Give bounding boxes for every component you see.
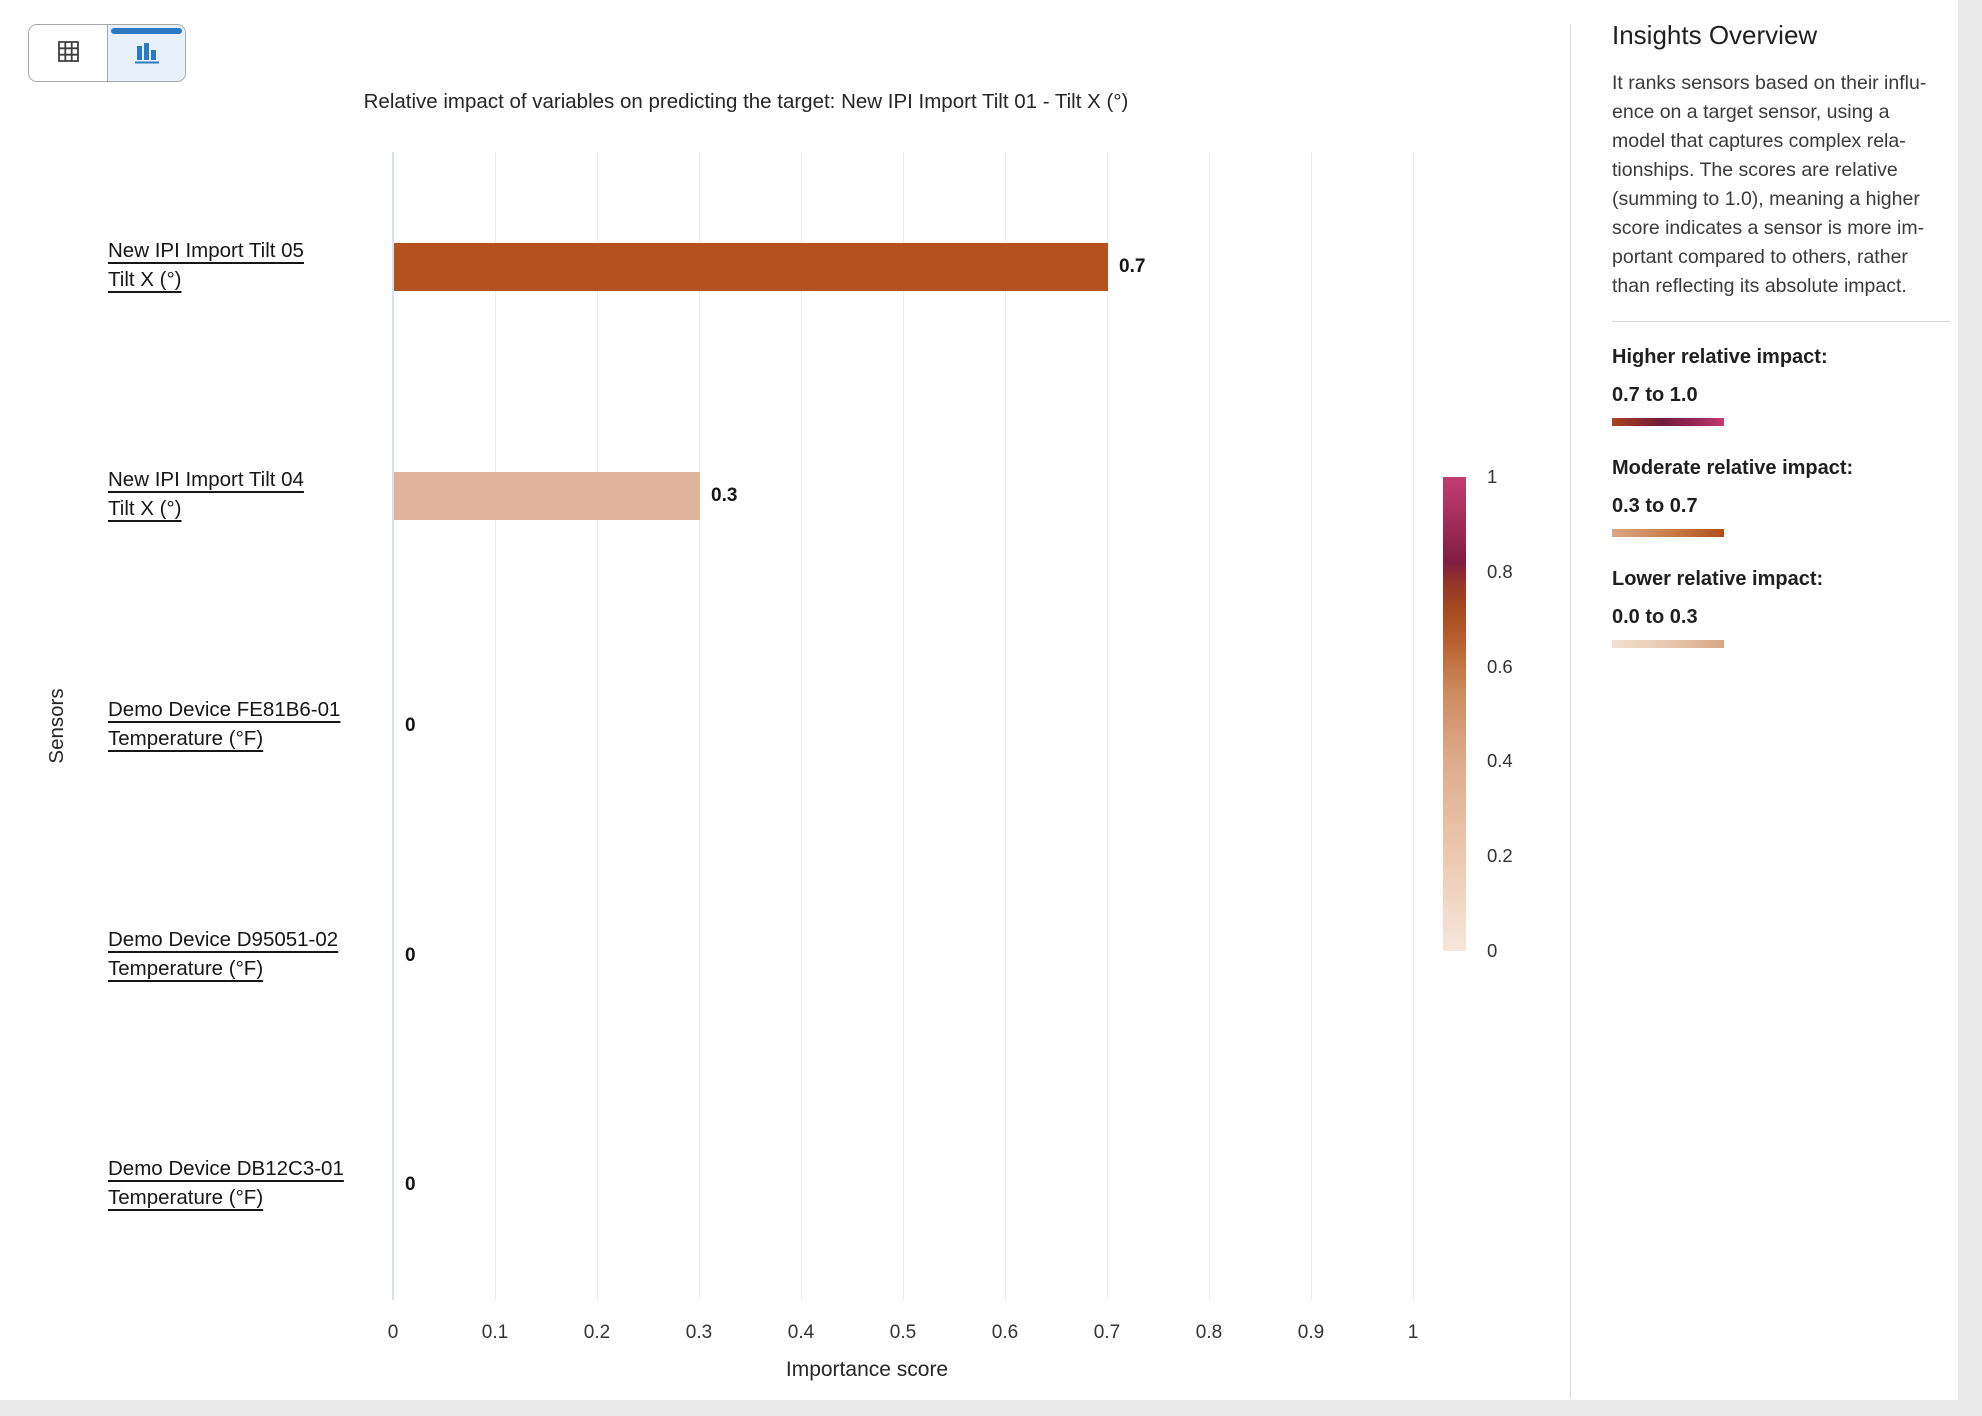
x-tick-label: 0.4 [787,1322,815,1343]
x-axis-title: Importance score [785,1358,949,1381]
gridline [1209,152,1210,1300]
bar[interactable] [394,243,1108,291]
bar[interactable] [394,472,700,520]
x-tick-label: 1 [1407,1322,1419,1343]
sensor-link[interactable]: Demo Device DB12C3-01 Temperature (°F) [108,1154,388,1212]
bar-value-label: 0 [405,715,416,736]
gridline [1311,152,1312,1300]
legend-swatch-higher [1612,418,1724,426]
chart-area: 0 0.1 0.2 0.3 0.4 0.5 0.6 0.7 0.8 0.9 1 New IPI Imp… [108,152,1513,1343]
x-tick-label: 0.5 [889,1322,917,1343]
sensor-link[interactable]: Demo Device FE81B6-01 Temperature (°F) [108,695,388,753]
sensor-link-line2: Tilt X (°) [108,497,182,520]
sensor-link-line2: Temperature (°F) [108,957,264,980]
bar-chart-icon [133,39,161,68]
sensor-link[interactable]: New IPI Import Tilt 05 Tilt X (°) [108,236,388,294]
legend-heading: Moderate relative impact: [1612,457,1854,479]
x-tick-label: 0.9 [1297,1322,1325,1343]
sensor-link-line2: Tilt X (°) [108,268,182,291]
chart-view-button[interactable] [107,25,185,81]
app-panel: Relative impact of variables on predicti… [0,0,1958,1400]
bar-value-label: 0.7 [1119,256,1146,277]
chart-title: Relative impact of variables on predicti… [363,90,1129,113]
colorbar-tick: 0.2 [1487,845,1513,866]
legend-item-higher: Higher relative impact: 0.7 to 1.0 [1612,346,1950,426]
sidebar-description: It ranks sensors based on their influ- e… [1612,72,1927,297]
x-tick-label: 0.8 [1195,1322,1223,1343]
x-tick-label: 0.1 [481,1322,509,1343]
gridline [903,152,904,1300]
x-tick-label: 0.7 [1093,1322,1121,1343]
sensor-link-line1: Demo Device FE81B6-01 [108,698,341,721]
view-toggle-group [28,24,186,82]
legend-range: 0.7 to 1.0 [1612,384,1698,406]
legend-swatch-moderate [1612,529,1724,537]
colorbar-tick: 0.4 [1487,750,1513,771]
y-axis-title: Sensors [45,688,68,764]
bar-value-label: 0.3 [711,485,738,506]
colorbar-tick: 0.6 [1487,656,1513,677]
colorbar-tick: 0.8 [1487,561,1513,582]
sensor-link[interactable]: Demo Device D95051-02 Temperature (°F) [108,925,388,983]
sensor-link-line1: New IPI Import Tilt 04 [108,468,304,491]
x-tick-label: 0 [387,1322,399,1343]
table-grid-icon [55,38,82,68]
sensor-link-line1: Demo Device DB12C3-01 [108,1157,344,1180]
legend-item-lower: Lower relative impact: 0.0 to 0.3 [1612,568,1950,648]
gridline [495,152,496,1300]
sensor-link-line2: Temperature (°F) [108,1186,264,1209]
gridline [699,152,700,1300]
sensor-link-line1: New IPI Import Tilt 05 [108,239,304,262]
legend-heading: Higher relative impact: [1612,346,1828,368]
legend-range: 0.0 to 0.3 [1612,606,1698,628]
gridline [1413,152,1414,1300]
y-axis-line [392,152,394,1300]
panel-divider [1570,24,1571,1398]
sidebar: Insights Overview It ranks sensors based… [1612,20,1950,679]
sensor-link-line1: Demo Device D95051-02 [108,928,339,951]
gridline [597,152,598,1300]
table-view-button[interactable] [29,25,107,81]
gridline [1107,152,1108,1300]
x-tick-label: 0.6 [991,1322,1019,1343]
bar-value-label: 0 [405,1174,416,1195]
gridline [801,152,802,1300]
sidebar-separator [1612,321,1950,322]
legend-item-moderate: Moderate relative impact: 0.3 to 0.7 [1612,457,1950,537]
x-tick-label: 0.3 [685,1322,713,1343]
sensor-link-line2: Temperature (°F) [108,727,264,750]
colorbar-tick: 0 [1487,940,1498,961]
x-tick-label: 0.2 [583,1322,611,1343]
sensor-link[interactable]: New IPI Import Tilt 04 Tilt X (°) [108,465,388,523]
legend-range: 0.3 to 0.7 [1612,495,1698,517]
colorbar-tick: 1 [1487,466,1498,487]
legend-swatch-lower [1612,640,1724,648]
selected-tab-stripe [111,28,182,34]
colorbar [1443,477,1466,951]
legend-heading: Lower relative impact: [1612,568,1824,590]
bar-value-label: 0 [405,945,416,966]
gridline [1005,152,1006,1300]
sidebar-title: Insights Overview [1612,20,1818,50]
